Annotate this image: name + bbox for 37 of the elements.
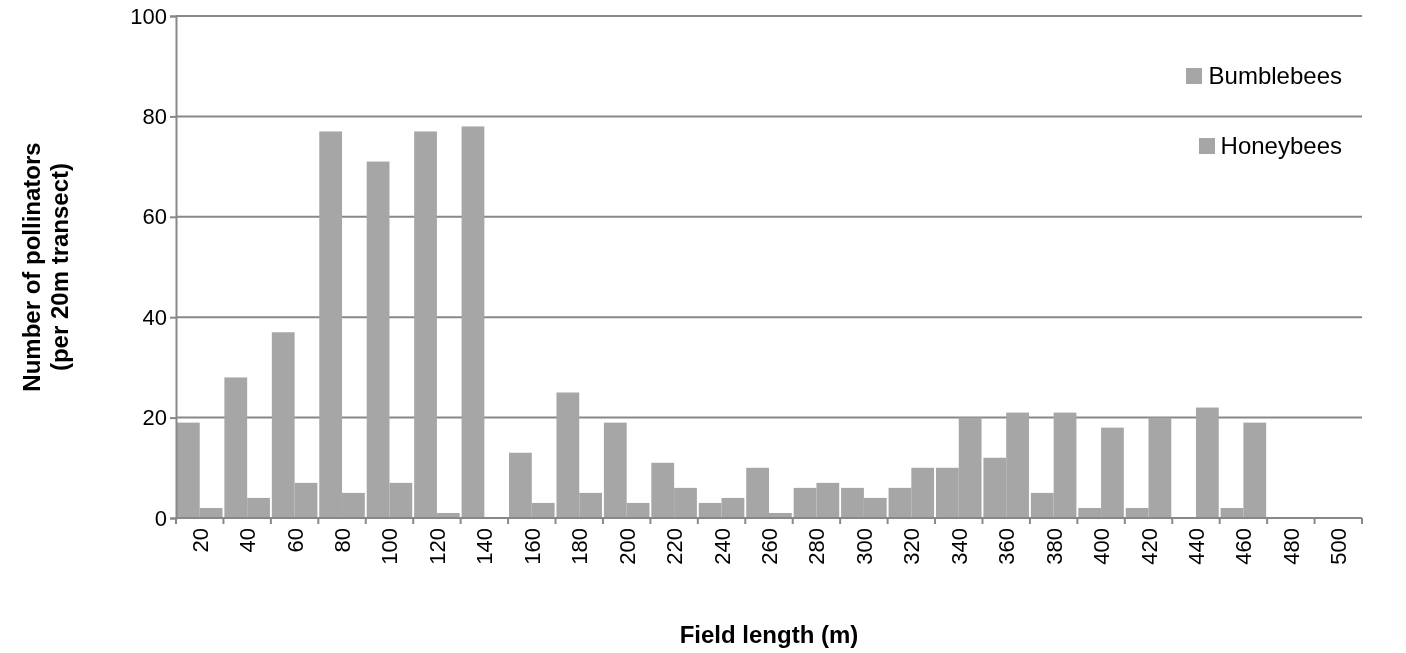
x-tick-label: 500: [1326, 528, 1352, 565]
x-tick-label: 200: [614, 528, 640, 565]
y-axis-title: Number of pollinators (per 20m transect): [18, 142, 73, 392]
x-tick-label: 160: [519, 528, 545, 565]
x-tick-label: 460: [1231, 528, 1257, 565]
legend-label: Bumblebees: [1208, 62, 1342, 89]
x-tick-label: 280: [804, 528, 830, 565]
x-tick-label: 180: [567, 528, 593, 565]
x-tick-label: 80: [330, 528, 356, 553]
y-tick-label: 40: [142, 304, 167, 330]
x-tick-label: 220: [662, 528, 688, 565]
y-tick-label: 100: [130, 3, 167, 29]
bar: [1195, 407, 1219, 518]
x-tick-label: 120: [424, 528, 450, 565]
legend-label: Honeybees: [1220, 132, 1342, 159]
x-tick-label: 320: [899, 528, 925, 565]
x-tick-label: 260: [757, 528, 782, 565]
x-tick-label: 140: [472, 528, 498, 565]
x-tick-label: 240: [709, 528, 735, 565]
y-tick-label: 80: [142, 103, 167, 129]
y-tick-label: 60: [142, 204, 167, 230]
x-tick-label: 40: [235, 528, 261, 553]
x-tick-label: 60: [282, 528, 308, 553]
x-axis-title: Field length (m): [679, 621, 859, 648]
y-tick-label: 0: [154, 505, 167, 531]
x-tick-label: 20: [187, 528, 213, 553]
x-tick-label: 400: [1089, 528, 1115, 565]
x-tick-label: 360: [994, 528, 1020, 565]
y-tick-label: 20: [142, 405, 167, 431]
x-tick-label: 100: [377, 528, 403, 565]
x-tick-label: 340: [946, 528, 972, 565]
x-tick-label: 440: [1183, 528, 1209, 565]
x-tick-label: 380: [1041, 528, 1067, 565]
bar: [461, 126, 485, 518]
x-tick-label: 300: [851, 528, 877, 565]
x-tick-label: 420: [1136, 528, 1162, 565]
x-tick-label: 480: [1278, 528, 1304, 565]
